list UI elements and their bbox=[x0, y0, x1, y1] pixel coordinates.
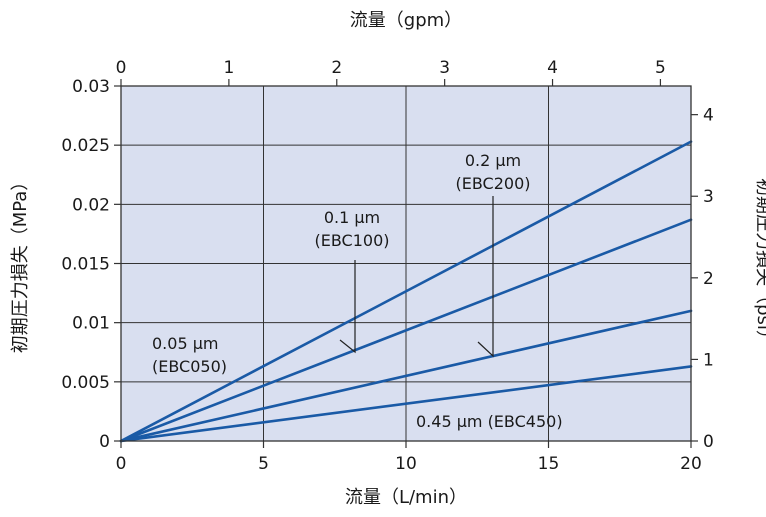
series-pointer-1 bbox=[339, 260, 356, 354]
x-top-tick-label: 2 bbox=[331, 58, 342, 78]
y-left-tick-label: 0 bbox=[99, 432, 110, 452]
x-bottom-tick-label: 0 bbox=[116, 454, 127, 474]
x-top-tick-label: 0 bbox=[116, 58, 127, 78]
series-line-0 bbox=[119, 140, 693, 443]
x-top-tick-label: 1 bbox=[223, 58, 234, 78]
x-top-tick-label: 4 bbox=[547, 58, 558, 78]
y-left-tick-label: 0.02 bbox=[72, 195, 110, 215]
series-label-1: 0.1 µm bbox=[324, 208, 380, 227]
series-label-2: 0.2 µm bbox=[465, 151, 521, 170]
y-left-tick-label: 0.01 bbox=[72, 314, 110, 334]
series-annotations: 0.05 µm (EBC050) 0.1 µm (EBC100) 0.2 µm (EBC2… bbox=[152, 151, 563, 431]
y-left-tick-label: 0.03 bbox=[72, 77, 110, 97]
plot-frame bbox=[120, 85, 692, 442]
x-axis-title-top: 流量（gpm） bbox=[350, 10, 462, 31]
y-right-tick-label: 1 bbox=[703, 350, 714, 370]
y-right-tick-label: 3 bbox=[703, 187, 714, 207]
y-right-tick-label: 2 bbox=[703, 269, 714, 289]
x-top-tick-label: 5 bbox=[655, 58, 666, 78]
series-pointer-2 bbox=[477, 196, 494, 358]
series-lines bbox=[119, 140, 693, 443]
x-top-tick-label: 3 bbox=[439, 58, 450, 78]
series-line-2 bbox=[119, 309, 693, 443]
series-label-0: (EBC050) bbox=[152, 357, 227, 376]
series-line-3 bbox=[119, 365, 693, 443]
x-bottom-tick-label: 5 bbox=[258, 454, 269, 474]
x-axis-title-bottom: 流量（L/min） bbox=[345, 487, 467, 508]
y-right-tick-label: 0 bbox=[703, 432, 714, 452]
y-axis-title-left: 初期圧力損失（MPa） bbox=[10, 173, 31, 354]
series-label-2: (EBC200) bbox=[456, 174, 531, 193]
x-bottom-tick-label: 15 bbox=[538, 454, 560, 474]
series-label-0: 0.05 µm bbox=[152, 334, 218, 353]
series-label-1: (EBC100) bbox=[315, 231, 390, 250]
series-line-1 bbox=[119, 218, 693, 443]
y-left-tick-label: 0.025 bbox=[61, 136, 110, 156]
y-axis-title-right: 初期圧力損失（psi） bbox=[753, 178, 766, 348]
axes bbox=[114, 79, 698, 448]
y-right-tick-label: 4 bbox=[703, 106, 714, 126]
x-bottom-tick-label: 10 bbox=[395, 454, 417, 474]
y-left-tick-label: 0.005 bbox=[61, 373, 110, 393]
y-left-tick-label: 0.015 bbox=[61, 255, 110, 275]
series-label-3: 0.45 µm (EBC450) bbox=[416, 412, 563, 431]
grid-lines bbox=[121, 86, 691, 441]
x-bottom-tick-label: 20 bbox=[680, 454, 702, 474]
